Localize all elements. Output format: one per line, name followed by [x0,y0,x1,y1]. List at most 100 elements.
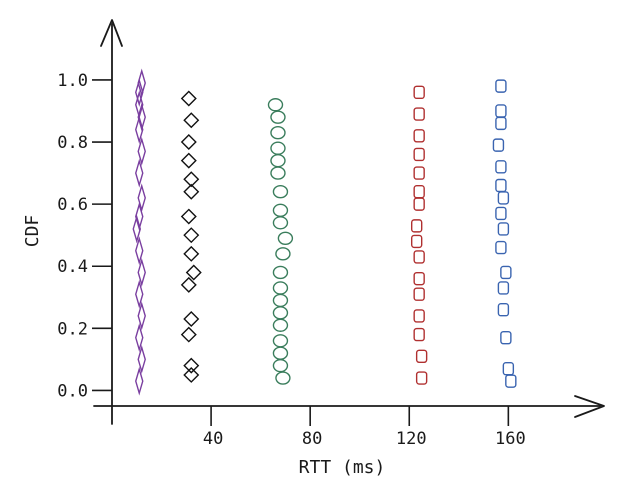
data-point [275,371,291,385]
data-point [183,366,200,383]
series-2 [180,90,202,383]
data-point [272,203,289,218]
data-point [272,358,289,373]
data-point [137,136,146,166]
y-tick-label: 0.2 [57,319,88,339]
y-ticks: 0.0 0.2 0.4 0.6 0.8 1.0 [57,71,112,401]
data-point [135,236,144,266]
data-point [415,349,428,364]
data-point [185,264,202,281]
data-point [132,214,142,244]
data-point [272,334,289,348]
series-5 [492,79,517,388]
data-point [497,222,510,236]
data-point [135,90,144,120]
data-point [270,125,286,140]
data-point [413,271,425,286]
data-point [495,116,507,131]
data-point [137,301,146,331]
data-point [415,371,428,385]
data-point [180,208,197,225]
data-point [270,153,286,168]
data-point [183,112,200,129]
data-point [272,293,289,308]
data-point [180,326,197,343]
y-tick-label: 0.8 [57,133,88,153]
data-point [180,90,197,107]
y-tick-label: 0.0 [57,381,88,401]
data-point [270,166,286,180]
data-point [495,206,507,221]
data-point [180,134,197,151]
data-point [135,279,144,309]
data-point [135,115,144,145]
data-point [413,147,425,162]
data-point [413,309,425,323]
data-point [272,318,289,332]
data-point [495,240,507,255]
data-point [497,281,510,295]
data-point [137,257,146,287]
data-point [413,185,425,199]
series-1 [132,68,146,396]
x-tick-label: 160 [495,429,526,449]
data-point [183,311,200,328]
data-point [183,227,200,244]
data-point [135,202,144,232]
data-point [267,98,284,112]
data-point [135,158,144,188]
data-point [135,366,144,396]
data-point [270,141,286,155]
data-point [183,245,200,262]
data-point [180,276,197,293]
data-point [272,281,289,295]
data-point [492,138,505,152]
data-point [497,303,510,317]
data-point [272,185,289,199]
data-point [413,129,425,143]
data-point [277,231,294,245]
data-point [137,344,146,374]
data-point [410,219,423,233]
data-point [180,152,197,169]
data-point [272,306,289,320]
series-4 [410,85,428,385]
data-point [137,183,146,213]
data-point [497,191,510,205]
y-tick-label: 1.0 [57,71,88,91]
data-point [183,171,200,188]
x-tick-label: 120 [396,429,427,449]
y-tick-label: 0.6 [57,195,88,215]
data-point [505,374,517,388]
y-tick-label: 0.4 [57,257,88,277]
axes [93,19,605,425]
data-point [135,323,144,353]
data-point [500,330,512,345]
data-point [413,166,425,180]
y-axis-arrow [100,19,123,47]
data-point [183,357,200,374]
series-3 [267,98,294,385]
data-point [135,77,144,107]
data-point [495,160,507,174]
x-tick-label: 40 [203,429,223,449]
data-point [137,102,146,132]
x-axis-label: RTT (ms) [299,457,386,478]
data-point [495,79,507,93]
data-point [270,110,286,124]
data-point [413,327,425,342]
x-tick-label: 80 [302,429,322,449]
data-point [272,265,289,280]
y-axis-label: CDF [22,215,43,248]
series-group [132,68,517,396]
x-axis-arrow [574,395,605,418]
x-ticks: 40 80 120 160 [203,406,526,449]
data-point [413,85,425,100]
data-point [413,250,425,264]
data-point [502,362,515,376]
data-point [272,216,289,230]
data-point [495,178,507,193]
data-point [495,104,507,118]
data-point [413,197,425,211]
